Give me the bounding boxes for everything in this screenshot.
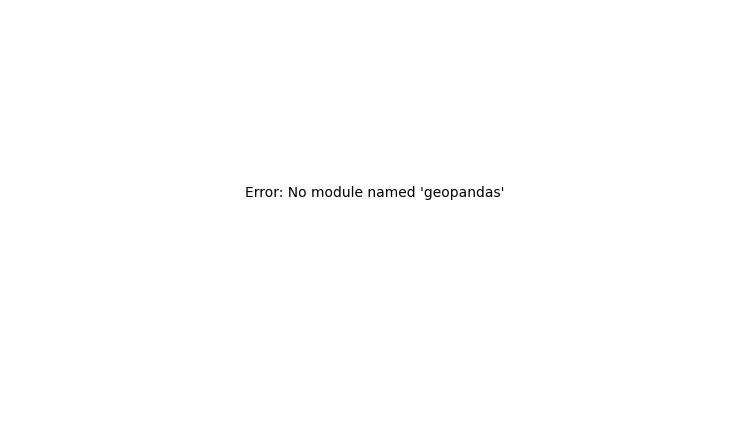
Text: Error: No module named 'geopandas': Error: No module named 'geopandas'	[245, 186, 505, 200]
